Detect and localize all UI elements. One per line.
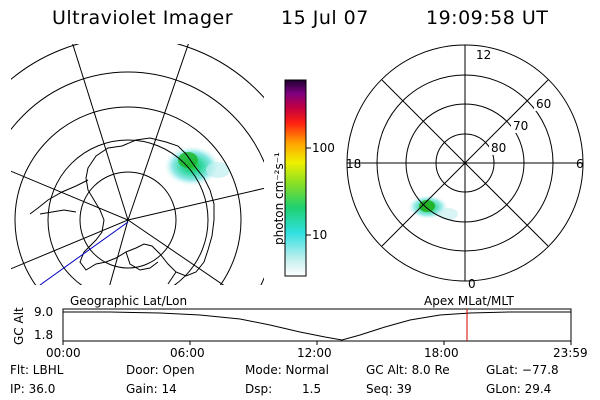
altitude-plot xyxy=(62,308,572,345)
altitude-x-ticks xyxy=(62,341,572,345)
time-label: 19:09:58 UT xyxy=(426,7,549,29)
mlat-label-60: 60 xyxy=(536,97,552,111)
mlat-label-bg-70 xyxy=(511,119,531,133)
altitude-x-tick-0: 00:00 xyxy=(46,346,81,360)
glon-info: GLon: 29.4 xyxy=(486,382,552,396)
mode-info: Mode: Normal xyxy=(245,363,329,377)
peninsula-outline xyxy=(29,179,89,215)
satellite-track xyxy=(39,221,129,285)
altitude-curve xyxy=(63,311,571,341)
magnetic-polar-plot xyxy=(346,44,584,282)
colorbar-tick-label-10: 10 xyxy=(312,228,328,242)
latitude-circles xyxy=(11,44,264,285)
mlat-label-bg-60 xyxy=(534,97,554,111)
ip-info: IP: 36.0 xyxy=(10,382,56,396)
mlt-lines xyxy=(347,45,583,281)
altitude-plot-frame xyxy=(62,308,572,342)
dsp-label: Dsp: xyxy=(245,382,273,396)
dsp-value: 1.5 xyxy=(302,382,322,396)
altitude-x-tick-2: 12:00 xyxy=(297,346,332,360)
filter-info: Flt: LBHL xyxy=(10,363,64,377)
door-info: Door: Open xyxy=(126,363,195,377)
ice-shelf-outline xyxy=(125,251,177,285)
altitude-x-tick-1: 06:00 xyxy=(170,346,205,360)
aurora-faint-mag xyxy=(438,208,458,220)
mlt-label-left: 18 xyxy=(346,157,362,171)
mlt-label-bottom: 0 xyxy=(468,277,476,291)
meridians xyxy=(11,44,264,285)
mlt-label-top: 12 xyxy=(476,48,492,62)
colorbar xyxy=(284,79,311,277)
magnetic-panel-label: Apex MLat/MLT xyxy=(424,294,514,308)
geographic-map xyxy=(11,44,264,285)
app-title: Ultraviolet Imager xyxy=(52,7,234,29)
colorbar-unit-label: photon cm⁻²s⁻¹ xyxy=(272,152,286,245)
mlat-label-bg-80 xyxy=(489,141,509,155)
altitude-y-tick-low: 1.8 xyxy=(34,328,54,342)
gc-alt-info: GC Alt: 8.0 Re xyxy=(366,363,450,377)
geographic-panel-label: Geographic Lat/Lon xyxy=(70,294,188,308)
aurora-faint xyxy=(206,162,230,178)
colorbar-gradient xyxy=(284,79,307,277)
glat-info: GLat: −77.8 xyxy=(486,363,559,377)
altitude-y-tick-high: 9.0 xyxy=(34,305,54,319)
altitude-y-label: GC Alt xyxy=(12,307,26,345)
gain-info: Gain: 14 xyxy=(126,382,177,396)
mlt-label-right: 6 xyxy=(576,157,584,171)
aurora-core-mag xyxy=(419,200,435,212)
altitude-x-tick-4: 23:59 xyxy=(553,346,588,360)
continent-outline xyxy=(79,137,215,277)
seq-info: Seq: 39 xyxy=(366,382,412,396)
colorbar-tick-label-100: 100 xyxy=(312,141,335,155)
mlat-label-80: 80 xyxy=(491,141,507,155)
mlat-label-70: 70 xyxy=(513,119,529,133)
date-label: 15 Jul 07 xyxy=(281,7,369,29)
altitude-x-tick-3: 18:00 xyxy=(424,346,459,360)
